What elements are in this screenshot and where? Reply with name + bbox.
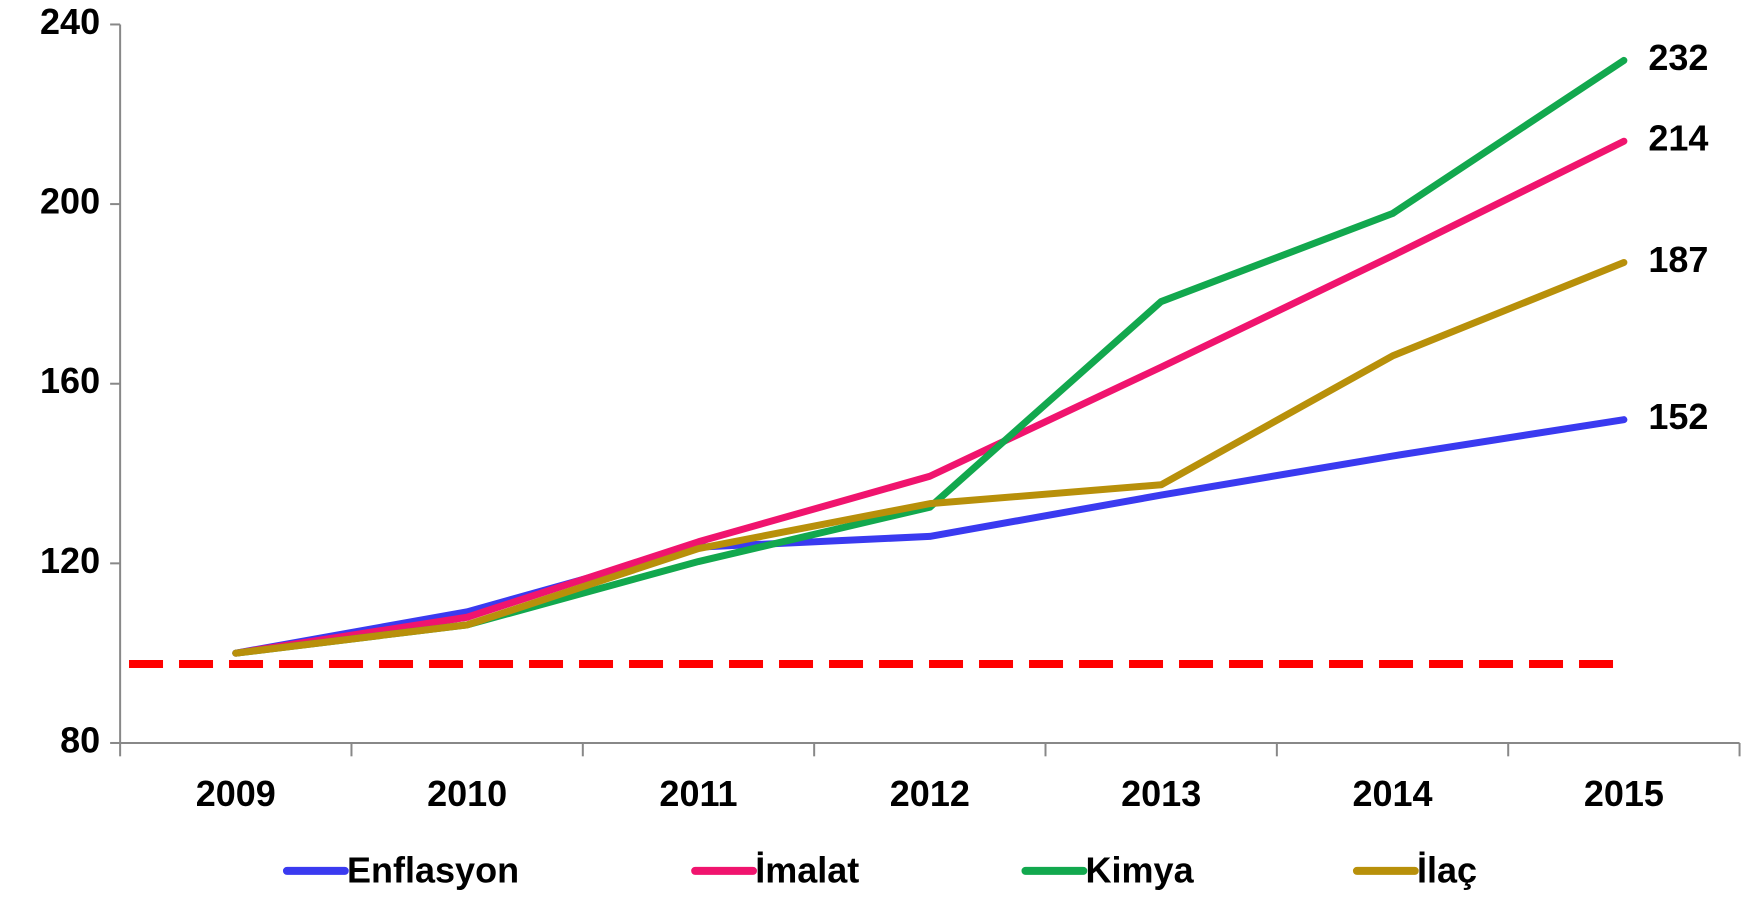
legend-label: Enflasyon — [347, 849, 519, 890]
x-tick-label: 2013 — [1121, 773, 1201, 814]
x-tick-label: 2015 — [1584, 773, 1664, 814]
data-label: 214 — [1648, 118, 1708, 159]
data-label: 232 — [1648, 37, 1708, 78]
x-tick-label: 2009 — [196, 773, 276, 814]
data-label: 152 — [1648, 396, 1708, 437]
legend-label: İlaç — [1417, 849, 1477, 890]
series-line — [232, 416, 1628, 657]
x-tick-label: 2011 — [659, 773, 737, 814]
y-tick-label: 200 — [40, 181, 100, 222]
series-line — [232, 56, 1628, 657]
y-tick-label: 160 — [40, 360, 100, 401]
x-tick-label: 2010 — [427, 773, 507, 814]
x-tick-label: 2012 — [890, 773, 970, 814]
series-line — [232, 137, 1628, 657]
legend-label: Kimya — [1086, 849, 1195, 890]
y-tick-label: 120 — [40, 540, 100, 581]
x-tick-label: 2014 — [1352, 773, 1432, 814]
y-tick-label: 80 — [60, 719, 100, 760]
y-tick-label: 240 — [40, 1, 100, 42]
series-line — [232, 258, 1628, 657]
legend-label: İmalat — [755, 849, 859, 890]
data-label: 187 — [1648, 239, 1708, 280]
